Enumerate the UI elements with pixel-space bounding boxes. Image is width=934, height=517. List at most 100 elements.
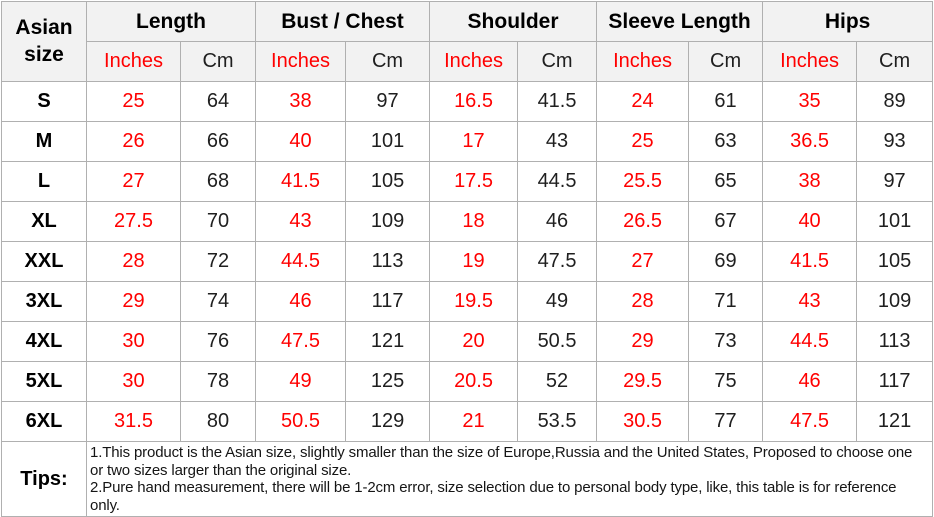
- value-cm-cell: 41.5: [517, 81, 598, 122]
- value-cm-cell: 50.5: [517, 321, 598, 362]
- group-header-hips: Hips: [762, 1, 934, 42]
- group-header-bust-chest: Bust / Chest: [255, 1, 431, 42]
- value-cm-cell: 71: [688, 281, 764, 322]
- table-row: XL 27.5 70 43 109 18 46 26.5 67 40 101: [1, 201, 934, 242]
- value-cm-cell: 117: [345, 281, 431, 322]
- value-inches-cell: 20: [429, 321, 519, 362]
- value-cm-cell: 129: [345, 401, 431, 442]
- value-inches-cell: 25: [596, 121, 690, 162]
- value-cm-cell: 70: [179, 201, 257, 242]
- value-inches-cell: 46: [762, 361, 858, 402]
- value-inches-cell: 50.5: [255, 401, 347, 442]
- table-row: 4XL 30 76 47.5 121 20 50.5 29 73 44.5 113: [1, 321, 934, 362]
- table-row: 6XL 31.5 80 50.5 129 21 53.5 30.5 77 47.5 121: [1, 401, 934, 442]
- value-cm-cell: 61: [688, 81, 764, 122]
- size-label: XL: [1, 201, 87, 242]
- value-inches-cell: 36.5: [762, 121, 858, 162]
- tip-line-2: 2.Pure hand measurement, there will be 1…: [90, 479, 897, 514]
- value-inches-cell: 29: [596, 321, 690, 362]
- value-cm-cell: 65: [688, 161, 764, 202]
- value-cm-cell: 46: [517, 201, 598, 242]
- value-inches-cell: 17.5: [429, 161, 519, 202]
- value-inches-cell: 30.5: [596, 401, 690, 442]
- value-cm-cell: 97: [856, 161, 934, 202]
- unit-inches-header: Inches: [86, 41, 181, 82]
- group-header-length: Length: [85, 1, 257, 42]
- unit-header-row: Inches Cm Inches Cm Inches Cm Inches Cm …: [2, 41, 934, 82]
- value-cm-cell: 109: [856, 281, 934, 322]
- value-inches-cell: 38: [762, 161, 858, 202]
- value-inches-cell: 41.5: [762, 241, 858, 282]
- value-inches-cell: 27.5: [86, 201, 181, 242]
- value-inches-cell: 29.5: [596, 361, 690, 402]
- value-inches-cell: 47.5: [255, 321, 347, 362]
- unit-cm-header: Cm: [688, 41, 764, 82]
- value-cm-cell: 113: [345, 241, 431, 282]
- unit-cm-header: Cm: [179, 41, 257, 82]
- value-inches-cell: 38: [255, 81, 347, 122]
- value-cm-cell: 74: [179, 281, 257, 322]
- value-inches-cell: 25: [86, 81, 181, 122]
- value-inches-cell: 41.5: [255, 161, 347, 202]
- value-inches-cell: 27: [596, 241, 690, 282]
- table-footer: Tips: 1.This product is the Asian size, …: [1, 441, 934, 517]
- value-inches-cell: 27: [86, 161, 181, 202]
- table-row: 3XL 29 74 46 117 19.5 49 28 71 43 109: [1, 281, 934, 322]
- value-cm-cell: 77: [688, 401, 764, 442]
- value-inches-cell: 21: [429, 401, 519, 442]
- size-label: S: [1, 81, 87, 122]
- table-row: S 25 64 38 97 16.5 41.5 24 61 35 89: [1, 81, 934, 122]
- unit-inches-header: Inches: [762, 41, 858, 82]
- value-cm-cell: 78: [179, 361, 257, 402]
- value-inches-cell: 20.5: [429, 361, 519, 402]
- value-inches-cell: 18: [429, 201, 519, 242]
- value-cm-cell: 64: [179, 81, 257, 122]
- value-cm-cell: 43: [517, 121, 598, 162]
- value-cm-cell: 52: [517, 361, 598, 402]
- value-cm-cell: 68: [179, 161, 257, 202]
- value-cm-cell: 109: [345, 201, 431, 242]
- value-cm-cell: 76: [179, 321, 257, 362]
- value-inches-cell: 35: [762, 81, 858, 122]
- value-inches-cell: 26.5: [596, 201, 690, 242]
- value-inches-cell: 30: [86, 321, 181, 362]
- value-cm-cell: 73: [688, 321, 764, 362]
- value-cm-cell: 80: [179, 401, 257, 442]
- unit-inches-header: Inches: [429, 41, 519, 82]
- corner-asian-size-header: Asian size: [1, 1, 87, 82]
- tips-row: Tips: 1.This product is the Asian size, …: [1, 441, 934, 517]
- tips-text-cell: 1.This product is the Asian size, slight…: [85, 441, 934, 517]
- value-inches-cell: 43: [255, 201, 347, 242]
- size-label: 4XL: [1, 321, 87, 362]
- value-cm-cell: 101: [856, 201, 934, 242]
- value-inches-cell: 30: [86, 361, 181, 402]
- size-label: 6XL: [1, 401, 87, 442]
- value-cm-cell: 97: [345, 81, 431, 122]
- value-cm-cell: 101: [345, 121, 431, 162]
- value-cm-cell: 67: [688, 201, 764, 242]
- unit-cm-header: Cm: [345, 41, 431, 82]
- unit-cm-header: Cm: [856, 41, 934, 82]
- value-inches-cell: 25.5: [596, 161, 690, 202]
- table-header: Asian size Length Bust / Chest Shoulder …: [1, 1, 934, 82]
- size-label: XXL: [1, 241, 87, 282]
- table-row: 5XL 30 78 49 125 20.5 52 29.5 75 46 117: [1, 361, 934, 402]
- value-inches-cell: 46: [255, 281, 347, 322]
- value-cm-cell: 105: [345, 161, 431, 202]
- value-cm-cell: 66: [179, 121, 257, 162]
- value-cm-cell: 121: [345, 321, 431, 362]
- value-inches-cell: 47.5: [762, 401, 858, 442]
- value-inches-cell: 19.5: [429, 281, 519, 322]
- tips-label: Tips:: [1, 441, 87, 517]
- unit-inches-header: Inches: [255, 41, 347, 82]
- value-inches-cell: 49: [255, 361, 347, 402]
- group-header-shoulder: Shoulder: [429, 1, 598, 42]
- value-inches-cell: 28: [596, 281, 690, 322]
- table-row: M 26 66 40 101 17 43 25 63 36.5 93: [1, 121, 934, 162]
- value-cm-cell: 125: [345, 361, 431, 402]
- value-inches-cell: 29: [86, 281, 181, 322]
- table-row: XXL 28 72 44.5 113 19 47.5 27 69 41.5 105: [1, 241, 934, 282]
- unit-cm-header: Cm: [517, 41, 598, 82]
